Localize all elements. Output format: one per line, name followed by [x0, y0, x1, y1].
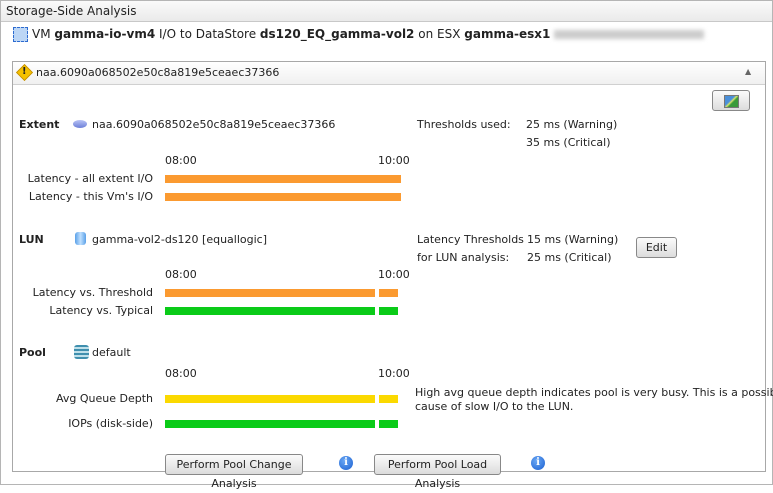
lun-threshold-bar: [165, 289, 375, 297]
time-end: 10:00: [378, 154, 410, 167]
lun-label: LUN: [19, 233, 44, 246]
lun-icon: [75, 232, 86, 245]
lun-warning: 15 ms (Warning): [527, 233, 619, 246]
lun-name: gamma-vol2-ds120 [equallogic]: [92, 233, 268, 246]
info-icon[interactable]: i: [339, 456, 353, 470]
context-header: VM gamma-io-vm4 I/O to DataStore ds120_E…: [32, 27, 705, 41]
title-bar: Storage-Side Analysis: [1, 1, 772, 22]
time-end: 10:00: [378, 367, 410, 380]
row-label: Latency vs. Typical: [49, 304, 153, 317]
extent-warning: 25 ms (Warning): [526, 118, 618, 131]
extent-vm-io-bar: [165, 193, 401, 201]
extent-icon: [73, 120, 87, 128]
pool-iops-bar: [379, 420, 398, 428]
row-label: Latency - this Vm's I/O: [28, 190, 153, 203]
pool-label: Pool: [19, 346, 46, 359]
extent-critical: 35 ms (Critical): [526, 136, 611, 149]
panel-title: naa.6090a068502e50c8a819e5ceaec37366: [36, 66, 280, 79]
row-label: Avg Queue Depth: [55, 392, 153, 405]
lun-typical-bar: [379, 307, 398, 315]
pool-iops-bar: [165, 420, 375, 428]
lun-thresholds-label: Latency Thresholds: [417, 233, 524, 246]
time-start: 08:00: [165, 367, 197, 380]
extent-panel: ! naa.6090a068502e50c8a819e5ceaec37366 ▲…: [12, 61, 773, 490]
chart-icon: [723, 95, 739, 108]
vm-icon: [13, 27, 28, 42]
time-start: 08:00: [165, 268, 197, 281]
extent-all-io-bar: [165, 175, 401, 183]
pool-load-analysis-button[interactable]: Perform Pool Load Analysis: [374, 454, 501, 490]
redacted-hostname: [554, 30, 705, 39]
time-end: 10:00: [378, 268, 410, 281]
time-start: 08:00: [165, 154, 197, 167]
lun-critical: 25 ms (Critical): [527, 251, 612, 264]
pool-icon: [74, 345, 89, 359]
info-icon[interactable]: i: [531, 456, 545, 470]
pool-note-2: cause of slow I/O to the LUN.: [415, 400, 574, 413]
panel-header[interactable]: ! naa.6090a068502e50c8a819e5ceaec37366 ▲: [13, 62, 765, 85]
row-label: IOPs (disk-side): [68, 417, 153, 430]
pool-note: High avg queue depth indicates pool is v…: [415, 386, 773, 399]
collapse-icon[interactable]: ▲: [745, 67, 752, 76]
row-label: Latency - all extent I/O: [27, 172, 153, 185]
lun-thresholds-label-2: for LUN analysis:: [417, 251, 510, 264]
row-label: Latency vs. Threshold: [32, 286, 153, 299]
pool-change-analysis-button[interactable]: Perform Pool Change Analysis: [165, 454, 303, 490]
lun-typical-bar: [165, 307, 375, 315]
thresholds-label: Thresholds used:: [417, 118, 511, 131]
window-title: Storage-Side Analysis: [6, 4, 137, 18]
pool-queue-bar: [165, 395, 375, 403]
pool-name: default: [92, 346, 131, 359]
extent-name: naa.6090a068502e50c8a819e5ceaec37366: [92, 118, 336, 131]
chart-button[interactable]: [712, 90, 750, 111]
pool-queue-bar: [379, 395, 398, 403]
extent-label: Extent: [19, 118, 60, 131]
lun-threshold-bar: [379, 289, 398, 297]
edit-button[interactable]: Edit: [636, 237, 677, 258]
